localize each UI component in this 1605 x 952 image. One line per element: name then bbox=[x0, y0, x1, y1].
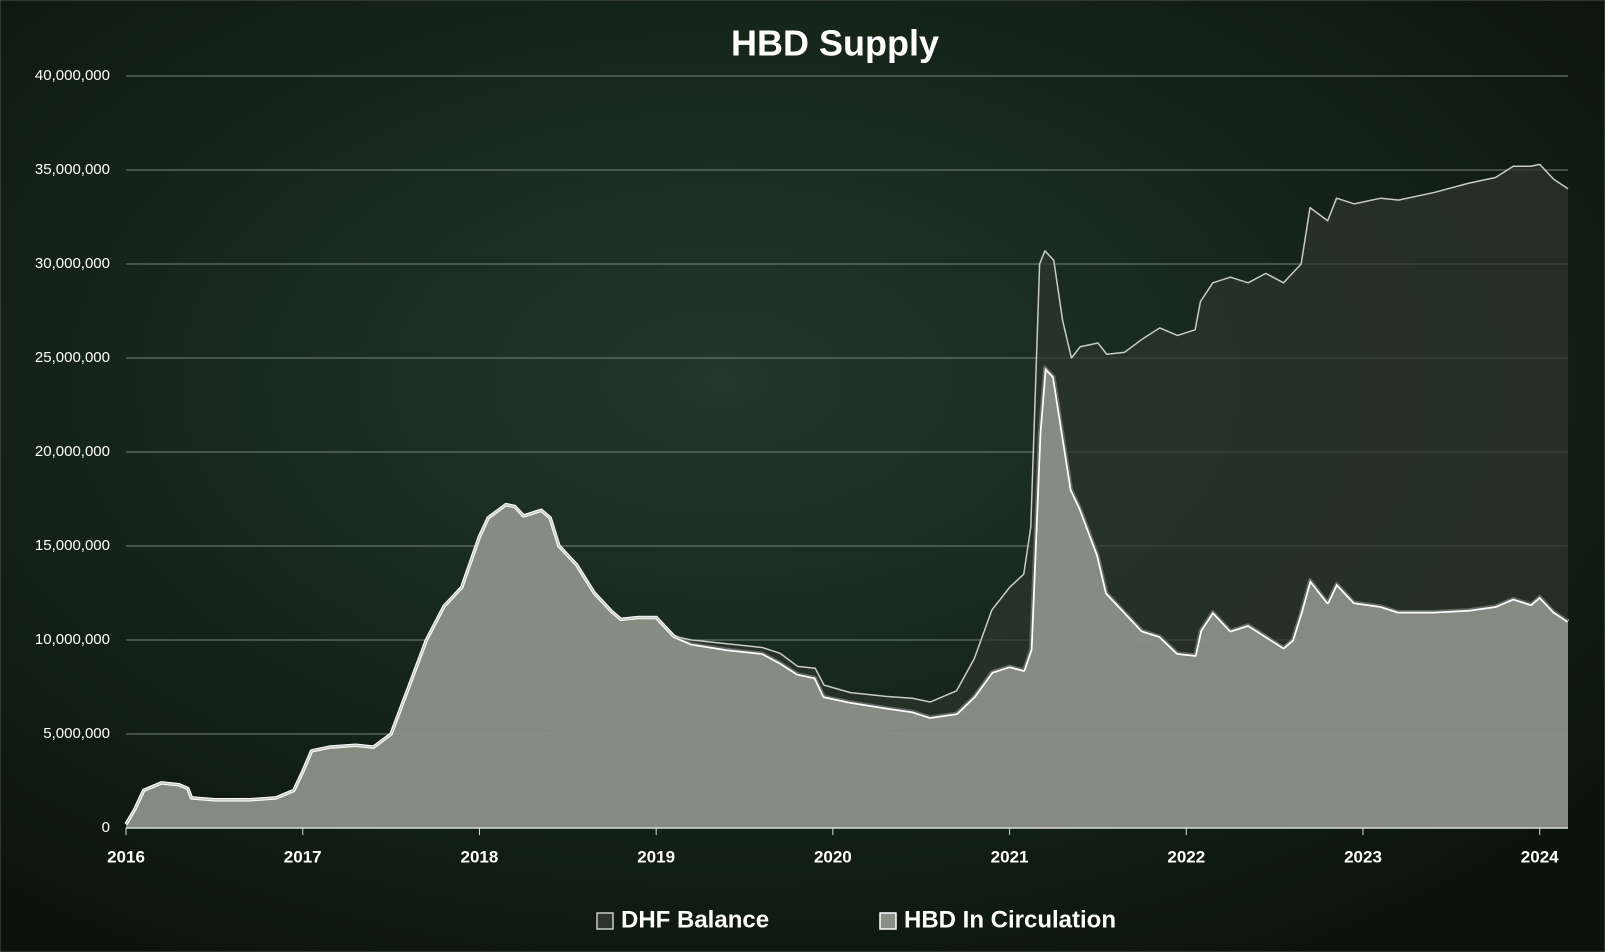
y-tick-label: 20,000,000 bbox=[35, 443, 110, 460]
x-tick-label: 2018 bbox=[461, 847, 499, 866]
y-tick-label: 25,000,000 bbox=[35, 349, 110, 366]
y-tick-label: 10,000,000 bbox=[35, 631, 110, 648]
x-tick-label: 2017 bbox=[284, 847, 322, 866]
x-tick-label: 2020 bbox=[814, 847, 852, 866]
x-tick-label: 2019 bbox=[637, 847, 675, 866]
y-tick-label: 30,000,000 bbox=[35, 255, 110, 272]
x-tick-label: 2024 bbox=[1521, 847, 1559, 866]
x-tick-label: 2022 bbox=[1167, 847, 1205, 866]
y-tick-label: 5,000,000 bbox=[43, 725, 110, 742]
x-tick-label: 2016 bbox=[107, 847, 145, 866]
y-tick-label: 0 bbox=[102, 819, 110, 836]
y-tick-label: 35,000,000 bbox=[35, 161, 110, 178]
legend-swatch bbox=[596, 912, 614, 930]
legend-label: HBD In Circulation bbox=[904, 906, 1116, 933]
x-tick-label: 2023 bbox=[1344, 847, 1382, 866]
legend-swatch bbox=[879, 912, 897, 930]
x-tick-label: 2021 bbox=[991, 847, 1029, 866]
area bbox=[126, 367, 1568, 828]
area-line bbox=[125, 163, 1569, 825]
legend-label: DHF Balance bbox=[621, 906, 769, 933]
y-tick-label: 40,000,000 bbox=[35, 67, 110, 84]
y-tick-label: 15,000,000 bbox=[35, 537, 110, 554]
area bbox=[126, 164, 1568, 825]
chart-title: HBD Supply bbox=[731, 23, 939, 64]
